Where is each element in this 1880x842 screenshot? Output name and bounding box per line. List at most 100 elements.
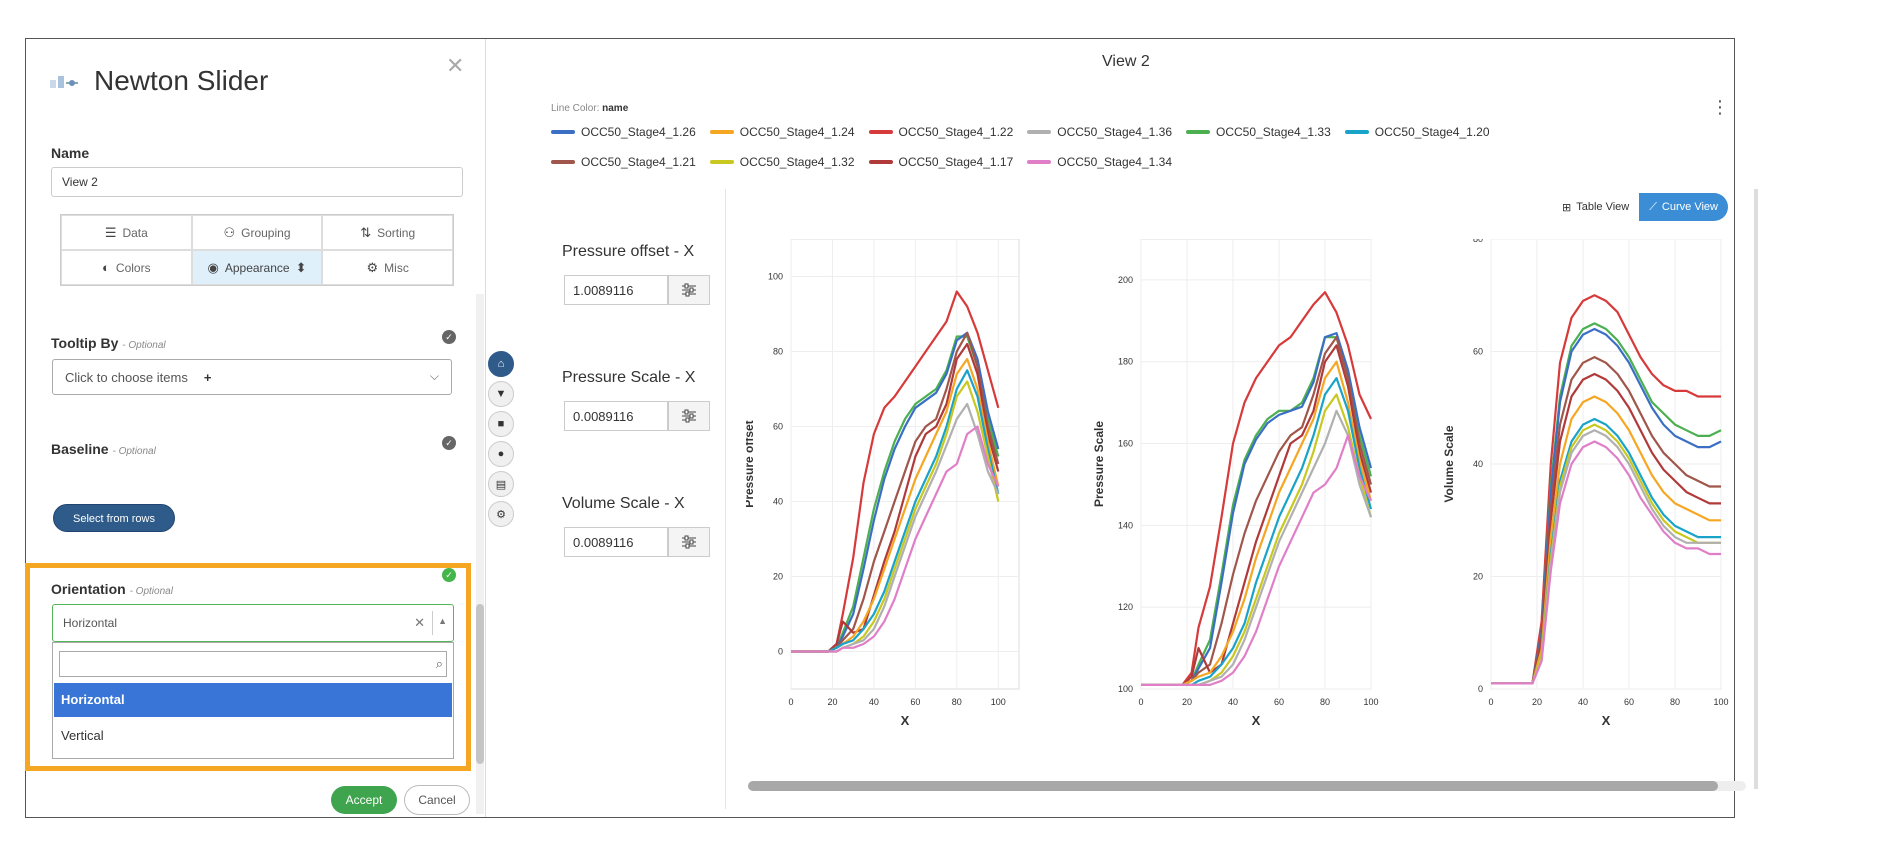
- eye-icon: ◉: [207, 259, 219, 275]
- dropdown-search-input[interactable]: [59, 651, 447, 677]
- contrast-icon: ◐: [102, 260, 110, 275]
- view-title: View 2: [1102, 53, 1150, 70]
- legend-item[interactable]: OCC50_Stage4_1.22: [868, 121, 1013, 143]
- x-tick-label: 20: [1532, 697, 1542, 707]
- record-icon[interactable]: ●: [488, 441, 514, 467]
- plot-frame: [790, 239, 1020, 690]
- tab-grouping[interactable]: ⚇ Grouping: [191, 215, 323, 250]
- tab-label: Grouping: [241, 225, 291, 240]
- panel-scrollbar-track[interactable]: [476, 294, 484, 814]
- panel-title: Newton Slider: [94, 65, 269, 96]
- legend-item[interactable]: OCC50_Stage4_1.20: [1344, 121, 1490, 143]
- name-input[interactable]: [51, 167, 463, 197]
- legend-swatch: [709, 130, 734, 134]
- more-options-icon[interactable]: ⋮: [1711, 97, 1729, 117]
- sliders-icon[interactable]: [668, 527, 710, 557]
- horizontal-scrollbar-thumb[interactable]: [748, 781, 1718, 791]
- pressure-scale-input[interactable]: [564, 401, 668, 431]
- file-icon[interactable]: ▤: [488, 471, 514, 497]
- chevron-down-icon: ⌵: [429, 369, 439, 383]
- stop-icon[interactable]: ■: [488, 411, 514, 437]
- legend-swatch: [868, 130, 893, 134]
- x-tick-label: 0: [788, 697, 793, 707]
- series-line: [1141, 434, 1372, 686]
- x-tick-label: 60: [1624, 697, 1634, 707]
- x-tick-label: 100: [1713, 697, 1728, 707]
- series-line: [1491, 440, 1721, 685]
- legend-label: OCC50_Stage4_1.26: [581, 125, 696, 139]
- legend-swatch: [551, 160, 575, 164]
- x-tick-label: 40: [869, 697, 879, 707]
- caret-up-icon[interactable]: ▲: [438, 616, 447, 626]
- close-icon[interactable]: ✕: [446, 53, 465, 78]
- curve-view-button[interactable]: ⟋ Curve View: [1639, 193, 1728, 221]
- x-tick-label: 80: [952, 697, 962, 707]
- sliders-icon[interactable]: [668, 401, 710, 431]
- curve-view-label: Curve View: [1661, 201, 1718, 213]
- tab-misc[interactable]: ⚙ Misc: [322, 250, 453, 285]
- legend-swatch: [1027, 130, 1052, 134]
- legend: OCC50_Stage4_1.26 OCC50_Stage4_1.24 OCC50_…: [551, 121, 1631, 173]
- filter-icon[interactable]: ▼: [488, 381, 514, 407]
- legend-item[interactable]: OCC50_Stage4_1.24: [709, 121, 855, 143]
- tooltip-select[interactable]: Click to choose items + ⌵: [52, 359, 452, 395]
- sliders-icon[interactable]: [668, 275, 710, 305]
- home-icon[interactable]: ⌂: [488, 351, 514, 377]
- legend-item[interactable]: OCC50_Stage4_1.17: [868, 151, 1013, 173]
- check-icon: ✓: [442, 568, 456, 582]
- gear-icon[interactable]: ⚙: [488, 501, 514, 527]
- legend-item[interactable]: OCC50_Stage4_1.32: [709, 151, 855, 173]
- settings-panel: Newton Slider ✕ Name ☰ Data ⚇ Grouping ⇅ So…: [25, 39, 486, 817]
- y-tick-label: 0: [778, 647, 783, 657]
- view-toggle: ⊞ Table View ⟋ Curve View: [1552, 193, 1728, 221]
- option-horizontal[interactable]: Horizontal: [54, 683, 452, 717]
- series-line: [1141, 344, 1373, 686]
- cancel-button[interactable]: Cancel: [404, 785, 470, 815]
- legend-label: OCC50_Stage4_1.34: [1057, 155, 1172, 169]
- x-tick-label: 100: [1363, 697, 1378, 707]
- x-tick-label: 40: [1578, 697, 1588, 707]
- table-view-button[interactable]: ⊞ Table View: [1552, 193, 1640, 221]
- panel-scrollbar-thumb[interactable]: [476, 604, 484, 764]
- x-axis-label: X: [1252, 713, 1261, 728]
- chart-3: 0 20 40 60 80 0 20 40 60 80 100 X Volume Scale: [1442, 239, 1729, 728]
- legend-item[interactable]: OCC50_Stage4_1.33: [1186, 121, 1331, 143]
- y-tick-label: 100: [768, 272, 783, 282]
- y-tick-label: 120: [1118, 602, 1133, 612]
- clear-icon[interactable]: ✕: [414, 615, 425, 630]
- option-vertical[interactable]: Vertical: [61, 728, 104, 743]
- users-icon: ⚇: [223, 224, 236, 240]
- series-line: [1141, 336, 1373, 686]
- x-axis-label: X: [901, 713, 910, 728]
- pressure-offset-input[interactable]: [564, 275, 668, 305]
- plot-frame: [1140, 239, 1372, 690]
- tab-appearance[interactable]: ◉ Appearance ⬍: [191, 250, 323, 285]
- tab-data[interactable]: ☰ Data: [61, 215, 192, 250]
- y-tick-label: 200: [1118, 275, 1133, 285]
- app-window: Newton Slider ✕ Name ☰ Data ⚇ Grouping ⇅ So…: [25, 38, 1758, 818]
- x-tick-label: 20: [827, 697, 837, 707]
- volume-scale-input[interactable]: [564, 527, 668, 557]
- select-from-rows-button[interactable]: Select from rows: [53, 504, 175, 532]
- legend-item[interactable]: OCC50_Stage4_1.36: [1027, 121, 1172, 143]
- y-axis-label: Volume Scale: [1442, 425, 1456, 502]
- orientation-value: Horizontal: [63, 616, 118, 630]
- y-tick-label: 60: [773, 422, 783, 432]
- tab-label: Appearance: [224, 260, 290, 275]
- legend-item[interactable]: OCC50_Stage4_1.21: [551, 151, 696, 173]
- tab-colors[interactable]: ◐ Colors: [61, 250, 192, 285]
- accept-button[interactable]: Accept: [331, 786, 397, 814]
- tab-sorting[interactable]: ⇅ Sorting: [322, 215, 453, 250]
- y-axis-label: Pressure Scale: [1092, 421, 1106, 507]
- tab-label: Misc: [384, 260, 409, 275]
- x-tick-label: 0: [1138, 697, 1143, 707]
- tab-label: Data: [122, 225, 148, 240]
- orientation-label: Orientation - Optional: [51, 581, 173, 597]
- legend-swatch: [1344, 130, 1369, 134]
- legend-item[interactable]: OCC50_Stage4_1.26: [551, 121, 696, 143]
- x-tick-label: 100: [991, 697, 1006, 707]
- legend-item[interactable]: OCC50_Stage4_1.34: [1027, 151, 1172, 173]
- tooltip-label-text: Tooltip By: [51, 335, 119, 351]
- orientation-select[interactable]: Horizontal ✕ ▲: [52, 604, 454, 642]
- divider: [432, 611, 433, 635]
